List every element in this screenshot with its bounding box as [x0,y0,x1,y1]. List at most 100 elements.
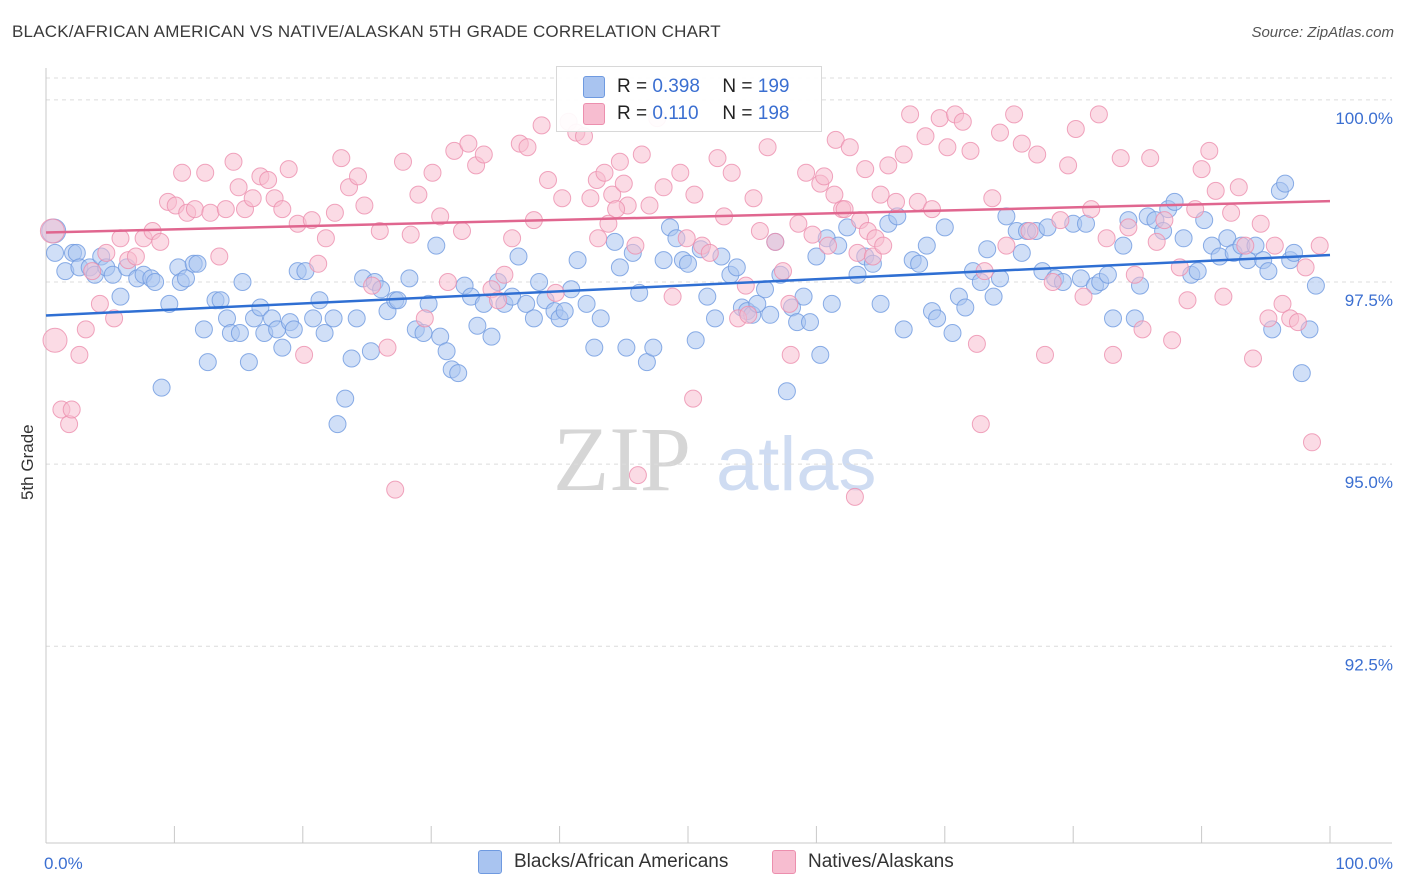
pink-data-point [991,123,1009,142]
pink-data-point [316,229,335,248]
pink-data-point [671,163,690,182]
blue-data-point [727,258,746,277]
pink-data-point [640,196,659,215]
pink-data-point [840,138,859,157]
y-tick-label: 97.5% [1345,291,1393,310]
pink-data-point [1206,181,1225,200]
watermark-zip: ZIP [553,408,691,510]
pink-data-point [1125,265,1144,284]
pink-data-point [1036,345,1054,364]
blue-data-point [1259,262,1278,281]
blue-data-point [1165,192,1184,211]
pink-data-point [1259,309,1278,328]
pink-data-point [438,273,457,291]
blue-data-point [1276,174,1295,193]
blue-data-point [761,305,780,324]
pink-data-point [474,145,493,164]
pink-data-point [42,327,68,353]
x-tick-label: 0.0% [44,854,83,873]
pink-data-point [1178,291,1197,310]
pink-data-point [708,149,727,168]
pink-data-point [355,196,374,215]
blue-data-point [310,291,329,310]
pink-data-point [1066,120,1085,138]
pink-n-value: 198 [757,103,790,124]
pink-data-point [302,211,321,230]
blue-n-value: 199 [757,76,790,97]
pink-data-point [1104,345,1122,364]
blue-data-point [284,320,303,339]
pink-data-point [581,189,600,208]
blue-data-point [794,287,813,306]
pink-data-point [489,291,507,310]
blue-n-label: N = [722,76,753,97]
pink-data-point [971,415,990,434]
pink-data-point [789,214,808,233]
pink-data-point [938,138,957,157]
pink-data-point [431,207,450,226]
blue-data-point [239,353,258,372]
blue-r-value: 0.398 [652,76,700,97]
pink-data-point [1141,149,1160,168]
pink-data-point [503,229,522,248]
pink-data-point [923,200,941,219]
pink-data-point [332,149,351,168]
pink-data-point [1303,433,1321,452]
pink-data-point [825,185,844,204]
blue-data-point [530,273,549,291]
blue-data-point [686,331,705,350]
blue-data-point [756,280,774,299]
pink-data-point [750,222,769,240]
pink-data-point [243,189,262,208]
blue-data-point [46,243,64,262]
pink-data-point [736,276,755,295]
pink-data-point [349,167,367,186]
blue-data-point [1012,243,1031,262]
pink-data-point [628,466,647,485]
pink-data-point [105,309,124,328]
blue-data-point [555,302,574,321]
legend-blue-swatch-icon [478,850,502,874]
pink-data-point [216,200,235,219]
pink-data-point [409,185,428,204]
pink-data-point [539,171,557,189]
pink-data-point [185,200,204,219]
pink-data-point [1296,258,1315,277]
pink-data-point [826,130,845,149]
pink-data-point [83,262,102,281]
stats-legend-box: R = 0.398 N = 199 R = 0.110 N = 198 [556,66,822,132]
pink-data-point [589,229,608,248]
pink-data-point [997,236,1016,255]
pink-data-point [1163,331,1182,350]
pink-data-point [62,400,81,419]
blue-data-point [103,265,122,284]
blue-data-point [935,218,954,237]
blue-data-point [894,320,913,339]
pink-data-point [797,163,816,182]
blue-data-point [230,324,249,342]
blue-data-point [524,309,543,328]
blue-data-point [679,254,697,273]
pink-data-point [97,243,116,262]
pink-data-point [495,265,514,284]
blue-data-point [347,309,366,328]
pink-data-point [126,247,145,266]
pink-data-point [595,163,614,182]
pink-data-point [518,138,537,157]
blue-data-point [978,240,997,259]
pink-data-point [394,152,412,171]
blue-data-point [361,342,380,361]
pink-data-point [930,109,949,128]
pink-data-point [386,480,405,499]
blue-data-point [591,309,610,328]
pink-data-point [459,134,478,153]
blue-data-point [152,378,171,397]
pink-r-label: R = [617,103,648,124]
pink-data-point [1133,320,1152,339]
blue-data-point [233,273,252,291]
pink-data-point [758,138,777,157]
pink-data-point [803,225,822,244]
blue-data-point [811,345,830,364]
blue-data-point [956,298,975,317]
